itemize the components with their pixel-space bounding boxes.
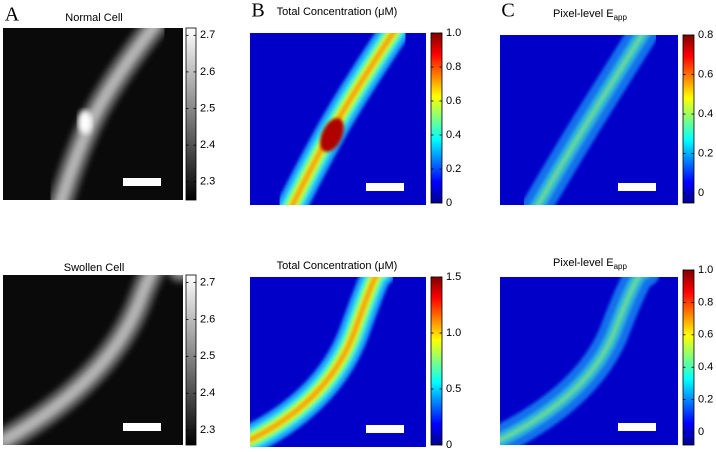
title-text: Total Concentration (μM) [277, 260, 398, 272]
colorbar-tick-label: 2.5 [200, 350, 215, 362]
panel: Pixel-level Eapp 0 0.2 0.4 0.6 0.8 1.0 [500, 257, 713, 446]
colorbar-tick-label: 2.7 [200, 276, 215, 288]
panel-letter: C [501, 0, 514, 22]
panel-letter: A [5, 4, 20, 26]
band [500, 277, 642, 443]
band [250, 277, 379, 443]
colorbar-tick-label: 0 [698, 426, 704, 438]
colorbar [682, 269, 695, 446]
colorbar [185, 274, 197, 446]
panel: Normal Cell A 2.3 2.4 2.5 2.6 2.7 [3, 4, 215, 201]
panel: Total Concentration (μM) B 0 0.2 0.4 0.6 0.8 1.… [250, 0, 461, 209]
title-text: Pixel-level E [553, 8, 614, 20]
colorbar-tick-label: 0.4 [698, 361, 713, 373]
panel-title: Swollen Cell [64, 262, 125, 274]
scale-bar [123, 178, 161, 186]
colorbar-tick-label: 2.7 [200, 29, 215, 41]
colorbar-tick-label: 1.0 [698, 264, 713, 276]
colorbar-tick-label: 0 [698, 187, 704, 199]
title-text: Total Concentration (μM) [277, 6, 398, 18]
title-text: Swollen Cell [64, 262, 125, 274]
colorbar-tick-label: 1.0 [446, 27, 461, 39]
image [250, 277, 426, 447]
panel-title: Total Concentration (μM) [277, 260, 398, 272]
image [250, 33, 426, 205]
title-text: Pixel-level E [553, 257, 614, 269]
colorbar [682, 34, 695, 204]
title-text: Normal Cell [65, 12, 122, 24]
panel: Pixel-level Eapp C 0 0.2 0.4 0.6 0.8 [500, 0, 713, 205]
band [535, 35, 645, 205]
colorbar-tick-label: 2.6 [200, 313, 215, 325]
colorbar-tick-label: 0.6 [446, 95, 461, 107]
scale-bar [618, 183, 656, 191]
colorbar-tick-label: 0.6 [698, 68, 713, 80]
colorbar-tick-label: 2.3 [200, 424, 215, 436]
colorbar-tick-label: 1.5 [446, 271, 461, 283]
image [500, 277, 678, 445]
colorbar-tick-label: 1.0 [446, 327, 461, 339]
colorbar-tick-label: 0.2 [446, 163, 461, 175]
colorbar [430, 32, 443, 204]
scale-bar [366, 425, 404, 433]
colorbar-tick-label: 2.3 [200, 176, 215, 188]
panel-title: Pixel-level Eapp [553, 257, 627, 271]
colorbar-tick-label: 0.2 [698, 147, 713, 159]
colorbar-tick-label: 2.4 [200, 139, 215, 151]
band [3, 275, 154, 443]
colorbar-tick-label: 0.4 [698, 108, 713, 120]
scale-bar [366, 183, 404, 191]
image [3, 275, 183, 445]
hotspot [78, 110, 92, 134]
colorbar-tick-label: 0 [446, 439, 452, 451]
colorbar [430, 276, 443, 446]
hotspot [320, 118, 344, 152]
title-subscript: app [614, 13, 628, 22]
colorbar-tick-label: 0.8 [698, 29, 713, 41]
colorbar-tick-label: 0.6 [698, 329, 713, 341]
panel-letter: B [251, 0, 264, 22]
colorbar-tick-label: 0.8 [698, 296, 713, 308]
colorbar-tick-label: 2.5 [200, 102, 215, 114]
colorbar-tick-label: 0.5 [446, 383, 461, 395]
colorbar-tick-label: 2.6 [200, 66, 215, 78]
image [500, 35, 678, 205]
colorbar-tick-label: 0 [446, 197, 452, 209]
panel-title: Total Concentration (μM) [277, 6, 398, 18]
panel: Swollen Cell 2.3 2.4 2.5 2.6 2.7 [3, 262, 215, 446]
colorbar-tick-label: 0.2 [698, 394, 713, 406]
image [3, 28, 183, 200]
panel-title: Normal Cell [65, 12, 122, 24]
band [58, 28, 157, 200]
scale-bar [123, 423, 161, 431]
colorbar-tick-label: 0.4 [446, 129, 461, 141]
colorbar-tick-label: 2.4 [200, 387, 215, 399]
panel-title: Pixel-level Eapp [553, 8, 627, 22]
panel: Total Concentration (μM) 0 0.5 1.0 1.5 [250, 260, 461, 451]
colorbar-tick-label: 0.8 [446, 61, 461, 73]
scale-bar [618, 423, 656, 431]
title-subscript: app [614, 262, 628, 271]
colorbar [185, 27, 197, 201]
